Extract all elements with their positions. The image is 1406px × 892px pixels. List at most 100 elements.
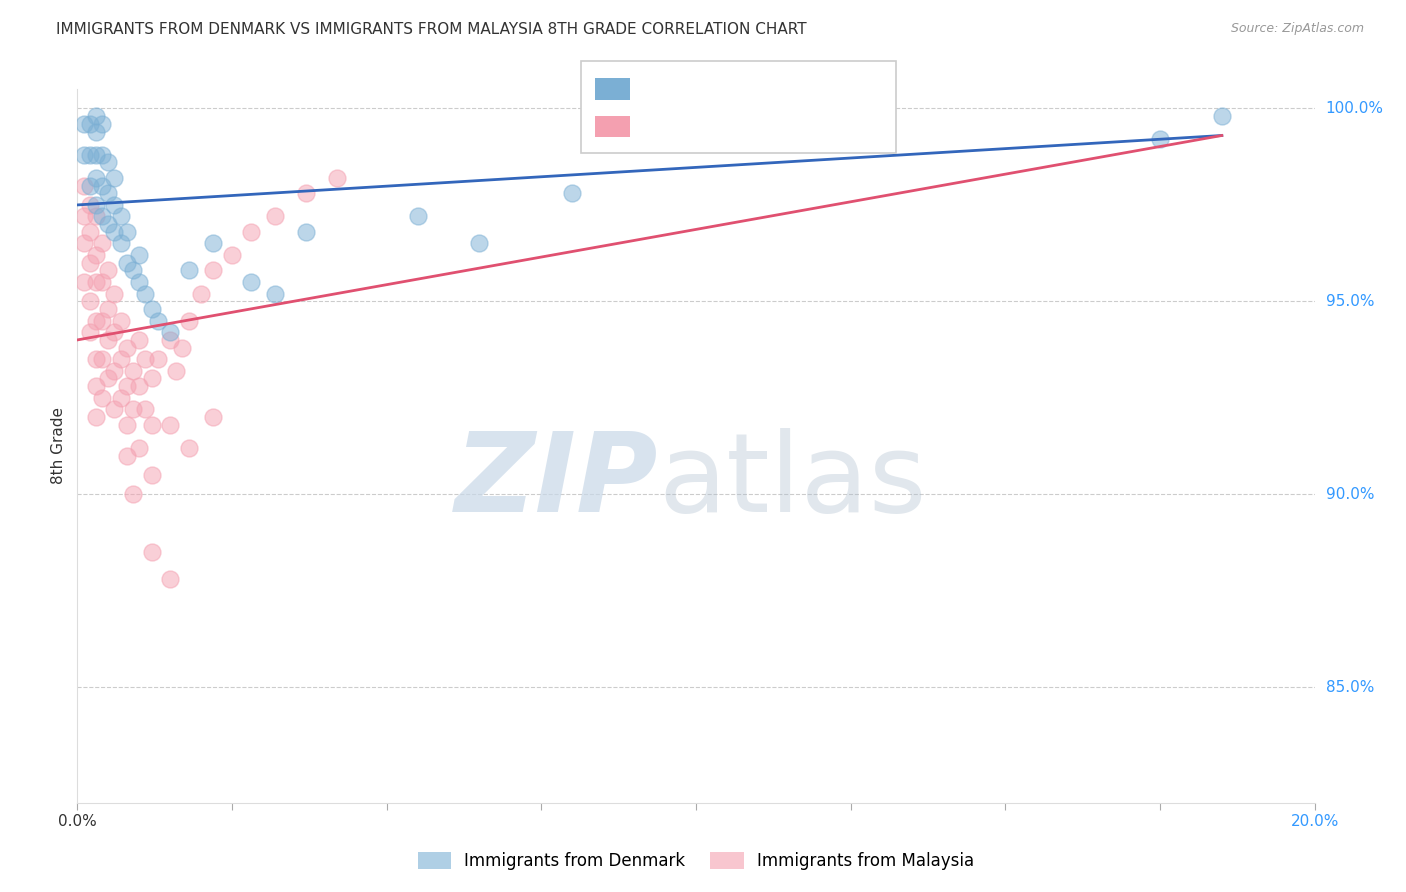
Point (97, 186, 120, 201)
Point (84, 352, 107, 367)
Point (72, 236, 94, 251)
Point (115, 449, 138, 463)
Point (122, 364, 145, 378)
Point (177, 441, 200, 455)
Point (110, 313, 132, 327)
Point (221, 248, 243, 262)
Point (159, 572, 181, 586)
Point (110, 236, 132, 251)
Point (91, 210, 114, 224)
Point (128, 379, 150, 393)
Point (79, 294, 101, 309)
Point (159, 417, 181, 432)
Point (141, 545, 163, 559)
Point (115, 225, 138, 239)
Point (468, 236, 491, 251)
Point (115, 379, 138, 393)
Text: 100.0%: 100.0% (1326, 101, 1384, 116)
Point (103, 225, 125, 239)
Point (84, 313, 107, 327)
Point (91, 236, 114, 251)
Point (172, 341, 194, 355)
Point (84, 248, 107, 262)
Text: 85.0%: 85.0% (1326, 680, 1374, 695)
Point (134, 286, 156, 301)
Point (115, 341, 138, 355)
Text: 95.0%: 95.0% (1326, 293, 1374, 309)
Point (1149, 132, 1171, 146)
Point (239, 275, 262, 289)
Point (115, 256, 138, 270)
Text: 0.0%: 0.0% (58, 814, 97, 830)
Point (79, 225, 101, 239)
Point (202, 263, 225, 277)
Point (84, 379, 107, 393)
Point (84, 125, 107, 139)
Point (103, 198, 125, 212)
Legend: Immigrants from Denmark, Immigrants from Malaysia: Immigrants from Denmark, Immigrants from… (411, 845, 981, 877)
Point (177, 263, 200, 277)
Point (134, 352, 156, 367)
Point (72, 117, 94, 131)
Point (141, 467, 163, 482)
Point (326, 170, 349, 185)
Point (122, 263, 145, 277)
Text: 64: 64 (773, 118, 796, 136)
Point (103, 402, 125, 417)
Point (239, 225, 262, 239)
Text: ZIP: ZIP (456, 428, 659, 535)
Point (146, 352, 169, 367)
Point (264, 286, 287, 301)
Point (97, 333, 120, 347)
Text: 0.184: 0.184 (671, 118, 723, 136)
Point (91, 313, 114, 327)
Point (128, 333, 150, 347)
Point (84, 170, 107, 185)
Text: atlas: atlas (659, 428, 928, 535)
Point (165, 364, 187, 378)
Point (103, 325, 125, 339)
Point (84, 198, 107, 212)
Point (110, 210, 132, 224)
Point (91, 275, 114, 289)
Point (79, 178, 101, 193)
Text: N =: N = (717, 80, 765, 98)
Point (110, 391, 132, 405)
Point (122, 402, 145, 417)
Point (110, 352, 132, 367)
Text: 41: 41 (773, 80, 796, 98)
Text: 90.0%: 90.0% (1326, 487, 1374, 501)
Point (97, 301, 120, 316)
Point (97, 371, 120, 385)
Point (84, 210, 107, 224)
Point (122, 487, 145, 501)
Point (202, 236, 225, 251)
Point (72, 178, 94, 193)
Point (84, 148, 107, 162)
Point (84, 410, 107, 425)
Point (128, 248, 150, 262)
Point (159, 333, 181, 347)
Point (177, 313, 200, 327)
Point (79, 198, 101, 212)
Point (115, 417, 138, 432)
Point (159, 325, 181, 339)
Point (103, 170, 125, 185)
Point (79, 325, 101, 339)
Point (202, 410, 225, 425)
Point (295, 186, 318, 201)
Point (84, 275, 107, 289)
Point (91, 352, 114, 367)
Point (406, 210, 429, 224)
Text: Source: ZipAtlas.com: Source: ZipAtlas.com (1230, 22, 1364, 36)
Point (1211, 109, 1233, 123)
Point (91, 391, 114, 405)
Point (97, 217, 120, 231)
Point (91, 148, 114, 162)
Y-axis label: 8th Grade: 8th Grade (51, 408, 66, 484)
Point (72, 148, 94, 162)
Point (103, 364, 125, 378)
Text: IMMIGRANTS FROM DENMARK VS IMMIGRANTS FROM MALAYSIA 8TH GRADE CORRELATION CHART: IMMIGRANTS FROM DENMARK VS IMMIGRANTS FR… (56, 22, 807, 37)
Text: R =: R = (637, 80, 673, 98)
Point (141, 417, 163, 432)
